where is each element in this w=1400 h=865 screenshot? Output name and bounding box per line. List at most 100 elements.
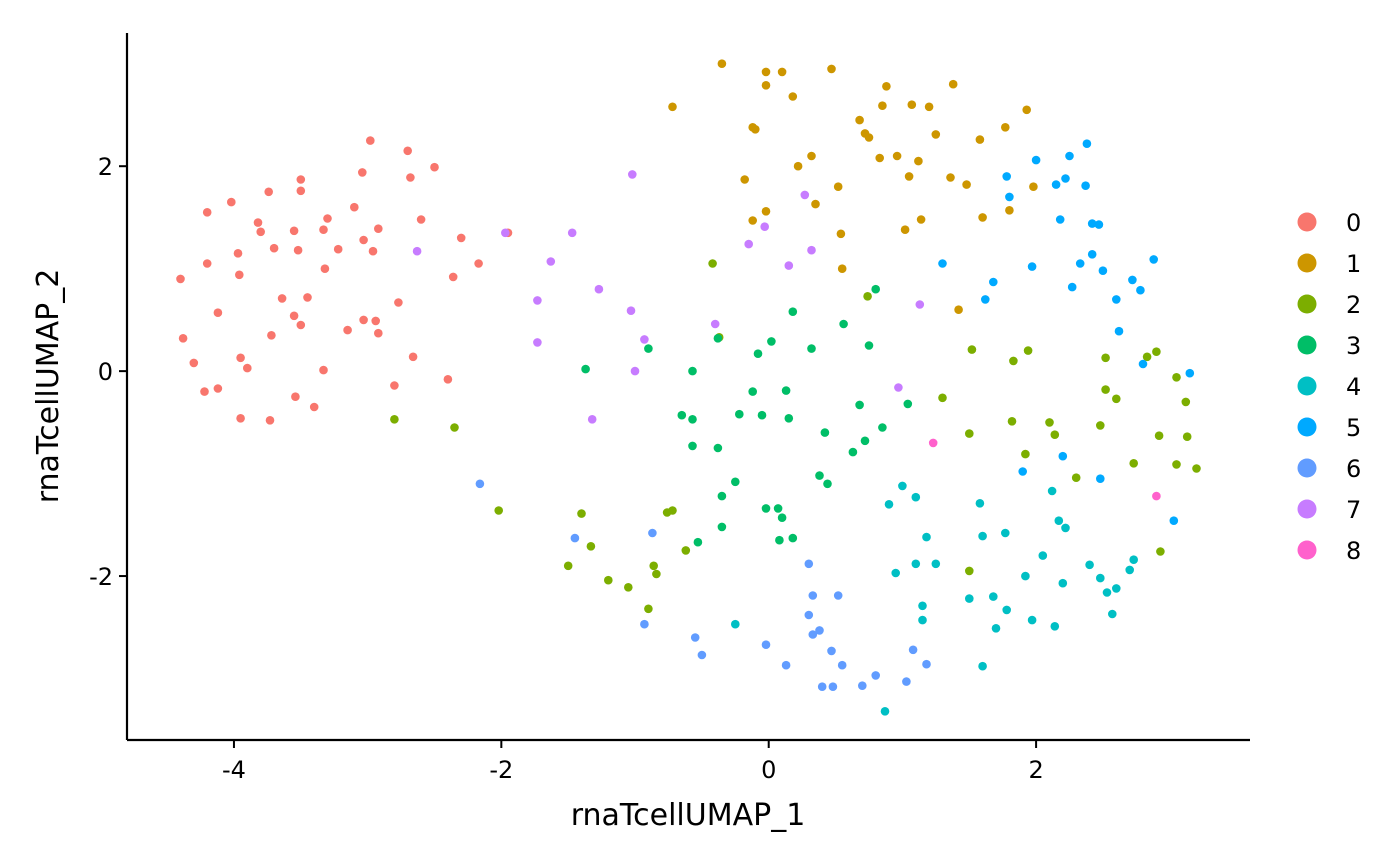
data-point (731, 477, 740, 487)
data-point (781, 660, 791, 670)
legend-swatch (1297, 499, 1317, 519)
data-point (954, 305, 963, 315)
cluster-2-points (390, 259, 1201, 614)
data-point (784, 414, 794, 423)
data-point (914, 156, 923, 166)
data-point (374, 328, 383, 338)
cluster-6-points (475, 479, 931, 691)
data-point (236, 414, 245, 423)
data-point (359, 315, 368, 325)
data-point (577, 509, 586, 518)
data-point (1169, 516, 1179, 525)
legend-label: 7 (1346, 496, 1361, 524)
data-point (991, 624, 1001, 633)
data-point (902, 677, 911, 686)
data-point (296, 175, 306, 184)
data-point (1087, 219, 1097, 228)
data-point (697, 650, 707, 660)
data-point (751, 125, 760, 134)
data-point (235, 270, 244, 280)
data-point (967, 345, 977, 354)
data-point (1172, 460, 1181, 469)
data-point (1154, 431, 1164, 441)
data-point (828, 682, 838, 691)
data-point (233, 249, 243, 258)
data-point (1136, 285, 1145, 295)
data-point (390, 381, 399, 390)
data-point (475, 479, 485, 489)
data-point (1001, 123, 1010, 132)
legend-item: 0 (1297, 209, 1361, 237)
data-point (1055, 215, 1065, 224)
data-point (1021, 571, 1030, 581)
data-point (1085, 560, 1094, 570)
data-point (1038, 551, 1048, 560)
data-point (981, 295, 990, 304)
data-point (938, 393, 947, 403)
data-point (1172, 373, 1181, 382)
data-point (903, 399, 913, 409)
data-point (366, 136, 375, 145)
data-point (911, 492, 921, 502)
data-point (1050, 430, 1060, 440)
data-point (688, 366, 697, 376)
data-point (630, 366, 640, 376)
data-point (761, 207, 771, 216)
data-point (827, 646, 836, 656)
cluster-1-points (668, 59, 1038, 315)
data-point (922, 532, 931, 542)
data-point (833, 591, 843, 600)
data-point (319, 365, 328, 375)
data-point (922, 659, 931, 669)
data-point (1142, 352, 1152, 362)
data-point (291, 392, 300, 402)
legend-swatch (1297, 540, 1317, 560)
data-point (277, 294, 287, 303)
data-point (777, 513, 787, 522)
data-point (808, 630, 818, 639)
data-point (898, 481, 907, 491)
data-point (1047, 486, 1057, 496)
data-point (640, 335, 649, 344)
data-point (793, 161, 803, 171)
data-point (1031, 155, 1041, 165)
data-point (1114, 326, 1124, 336)
data-point (837, 264, 847, 274)
data-point (256, 227, 266, 237)
data-point (880, 707, 890, 716)
data-point (406, 173, 415, 182)
data-point (1112, 295, 1121, 304)
data-point (253, 218, 263, 227)
data-point (965, 566, 974, 576)
data-point (911, 559, 921, 569)
data-point (740, 175, 749, 184)
data-point (1058, 451, 1068, 461)
data-point (757, 410, 767, 420)
data-point (924, 102, 934, 112)
legend-item: 5 (1297, 414, 1361, 442)
data-point (931, 130, 941, 139)
legend-label: 1 (1346, 250, 1361, 278)
data-point (1149, 255, 1158, 264)
data-point (289, 311, 299, 321)
data-point (858, 681, 867, 690)
data-point (892, 151, 902, 161)
data-point (368, 246, 378, 256)
cluster-5-points (938, 139, 1195, 525)
data-point (1108, 609, 1117, 619)
data-point (827, 64, 836, 74)
data-point (1129, 555, 1138, 564)
data-point (760, 222, 769, 231)
data-point (1023, 346, 1033, 355)
data-point (227, 197, 236, 207)
data-point (1096, 421, 1105, 430)
data-point (1156, 547, 1165, 556)
data-point (371, 316, 381, 326)
data-point (374, 224, 383, 233)
data-point (807, 344, 816, 353)
data-point (965, 429, 974, 438)
y-tick-label: 0 (98, 358, 113, 386)
data-point (839, 319, 848, 329)
data-point (731, 619, 740, 629)
